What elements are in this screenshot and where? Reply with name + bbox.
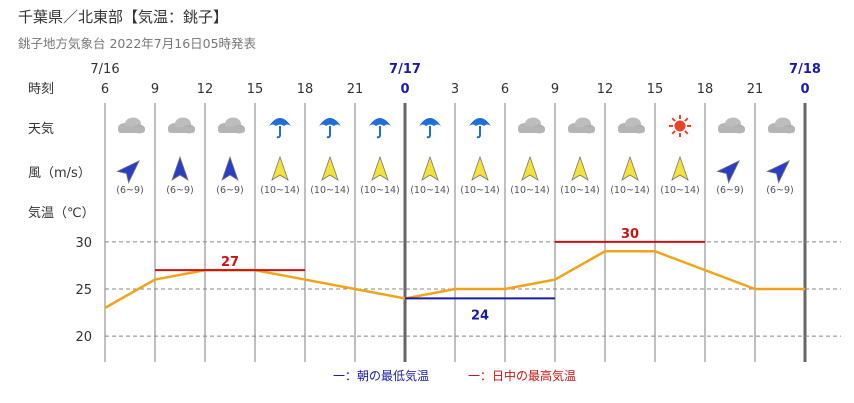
umbrella-icon xyxy=(319,118,341,139)
wind-speed-label: (10~14) xyxy=(360,185,400,196)
cloudy-icon xyxy=(568,117,595,134)
hour-tick-label: 3 xyxy=(451,82,459,97)
row-label-time: 時刻 xyxy=(28,82,54,97)
wind-arrow-icon xyxy=(321,155,339,181)
wind-arrow-icon xyxy=(371,155,389,181)
wind-arrow-icon xyxy=(521,155,539,181)
legend-max: 一：日中の最高気温 xyxy=(468,368,576,383)
wind-arrow-icon xyxy=(471,155,489,181)
hour-tick-label: 6 xyxy=(501,82,509,97)
cloudy-icon xyxy=(168,117,195,134)
hour-tick-label: 18 xyxy=(297,82,314,97)
cloudy-icon xyxy=(518,117,545,134)
temp-band-label: 27 xyxy=(221,255,239,270)
wind-arrow-icon xyxy=(671,155,689,181)
cloudy-icon xyxy=(768,117,795,134)
wind-speed-label: (6~9) xyxy=(766,185,793,196)
row-label-wind: 風（m/s） xyxy=(28,166,91,181)
wind-arrow-icon xyxy=(271,155,289,181)
date-label: 7/18 xyxy=(789,62,821,77)
y-tick-label: 20 xyxy=(75,330,92,345)
sunny-icon xyxy=(669,115,691,137)
wind-arrow-icon xyxy=(171,155,189,181)
wind-speed-label: (10~14) xyxy=(610,185,650,196)
umbrella-icon xyxy=(269,118,291,139)
wind-arrow-icon xyxy=(116,159,141,184)
date-label: 7/17 xyxy=(389,62,421,77)
wind-arrow-icon xyxy=(421,155,439,181)
wind-arrow-icon xyxy=(621,155,639,181)
wind-arrow-icon xyxy=(766,159,791,184)
hour-tick-label: 0 xyxy=(800,82,809,97)
row-label-temp: 気温（℃） xyxy=(28,205,95,221)
cloudy-icon xyxy=(218,117,245,134)
wind-speed-label: (10~14) xyxy=(460,185,500,196)
page-title: 千葉県／北東部【気温：銚子】 xyxy=(18,8,229,26)
hour-tick-label: 9 xyxy=(151,82,159,97)
wind-icons: (6~9) (6~9) (6~9) (10~14) (10~14) (10~14) (10~… xyxy=(116,155,794,196)
wind-speed-label: (10~14) xyxy=(410,185,450,196)
hour-tick-label: 18 xyxy=(697,82,714,97)
hour-tick-label: 15 xyxy=(647,82,664,97)
umbrella-icon xyxy=(369,118,391,139)
date-label: 7/16 xyxy=(90,62,119,77)
cloudy-icon xyxy=(618,117,645,134)
cloudy-icon xyxy=(718,117,745,134)
umbrella-icon xyxy=(469,118,491,139)
legend-min: 一：朝の最低気温 xyxy=(333,368,429,383)
grid-lines: 20 25 30 xyxy=(75,103,841,362)
hour-tick-label: 12 xyxy=(597,82,614,97)
wind-arrow-icon xyxy=(571,155,589,181)
weather-icons xyxy=(118,115,795,139)
wind-speed-label: (10~14) xyxy=(260,185,300,196)
wind-arrow-icon xyxy=(716,159,741,184)
wind-speed-label: (10~14) xyxy=(660,185,700,196)
y-tick-label: 30 xyxy=(75,236,92,251)
temperature-plot: 27 30 24 xyxy=(104,227,805,323)
time-ticks: 7/16 7/17 7/18 6 9 12 15 18 21 0 3 6 9 12 15 18 21 0 xyxy=(90,62,821,97)
hour-tick-label: 12 xyxy=(197,82,214,97)
hour-tick-label: 9 xyxy=(551,82,559,97)
hour-tick-label: 21 xyxy=(747,82,764,97)
hour-tick-label: 0 xyxy=(400,82,409,97)
temp-band-label: 30 xyxy=(621,227,639,242)
cloudy-icon xyxy=(118,117,145,134)
row-label-weather: 天気 xyxy=(28,121,54,137)
wind-speed-label: (10~14) xyxy=(310,185,350,196)
umbrella-icon xyxy=(419,118,441,139)
hour-tick-label: 15 xyxy=(247,82,264,97)
page-subtitle: 銚子地方気象台 2022年7月16日05時発表 xyxy=(18,36,257,51)
wind-speed-label: (6~9) xyxy=(166,185,193,196)
hour-tick-label: 6 xyxy=(101,82,109,97)
wind-speed-label: (6~9) xyxy=(216,185,243,196)
y-tick-label: 25 xyxy=(75,283,92,298)
wind-arrow-icon xyxy=(221,155,239,181)
temp-band-label: 24 xyxy=(471,308,489,323)
wind-speed-label: (10~14) xyxy=(560,185,600,196)
wind-speed-label: (6~9) xyxy=(116,185,143,196)
hour-tick-label: 21 xyxy=(347,82,364,97)
wind-speed-label: (10~14) xyxy=(510,185,550,196)
wind-speed-label: (6~9) xyxy=(716,185,743,196)
